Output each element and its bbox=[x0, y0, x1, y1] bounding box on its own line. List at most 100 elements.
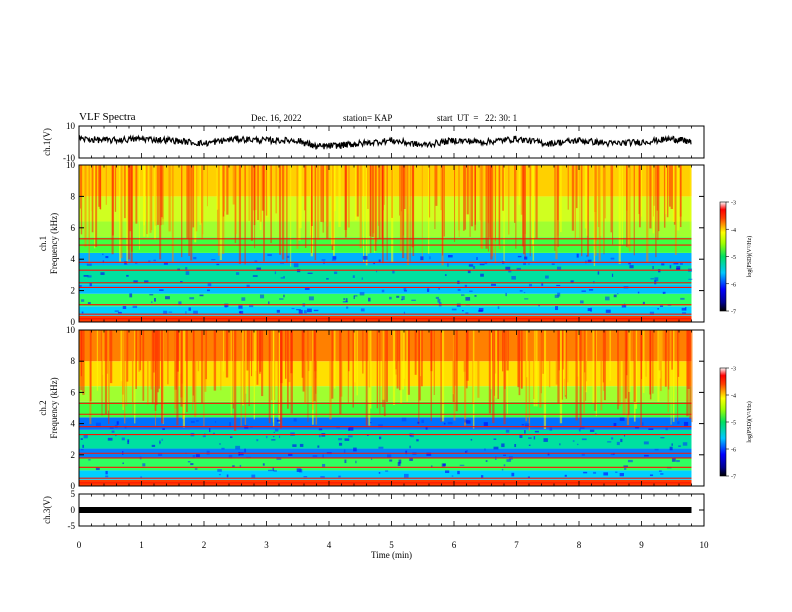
ch2-speckle-dot bbox=[378, 424, 383, 428]
ch2-streak bbox=[329, 330, 332, 420]
ch2-streak bbox=[628, 330, 631, 392]
ch1-speckle-dot bbox=[396, 295, 400, 298]
ch1-speckle-dot bbox=[185, 267, 188, 270]
ch1-streak bbox=[286, 165, 288, 263]
ch1-speckle-dot bbox=[629, 265, 634, 269]
ch2-speckle-dot bbox=[623, 465, 628, 468]
ch1-speckle-dot bbox=[87, 275, 92, 278]
ch2-streak bbox=[167, 330, 169, 385]
ch1-speckle-dot bbox=[613, 294, 617, 298]
ch2-speckle-dot bbox=[107, 437, 113, 441]
ch1-speckle-dot bbox=[444, 274, 447, 276]
ch1-speckle-dot bbox=[81, 299, 85, 302]
ch2-streak bbox=[452, 330, 454, 395]
ch2-speckle-dot bbox=[192, 455, 196, 458]
ch1-speckle-dot bbox=[256, 267, 262, 271]
ch1-streak bbox=[263, 165, 265, 262]
ch2-streak bbox=[268, 330, 271, 424]
ch2-speckle-dot bbox=[221, 447, 225, 450]
ch1-speckle-dot bbox=[617, 293, 619, 295]
ch2-streak bbox=[659, 330, 661, 379]
ch2-speckle-dot bbox=[344, 438, 350, 441]
ch1-streak bbox=[474, 165, 477, 225]
ch2-streak bbox=[307, 330, 310, 372]
ch1-speckle-dot bbox=[605, 309, 611, 313]
ch1-speckle-dot bbox=[378, 259, 381, 263]
ch2-streak bbox=[594, 330, 597, 411]
ch2-speckle-dot bbox=[271, 439, 276, 441]
ch1-streak bbox=[427, 165, 430, 254]
ch1-speckle-dot bbox=[304, 287, 310, 290]
ch1-streak bbox=[638, 165, 641, 228]
ch2-speckle-dot bbox=[643, 441, 649, 445]
ch2-speckle-dot bbox=[105, 470, 108, 475]
ch2-speckle-dot bbox=[95, 467, 100, 471]
ch2-speckle-dot bbox=[355, 460, 357, 464]
ch2-speckle-dot bbox=[273, 431, 275, 433]
ch2-speckle-dot bbox=[312, 455, 318, 458]
ch1-streak bbox=[515, 165, 517, 249]
ch1-speckle-dot bbox=[280, 262, 285, 264]
ch1-streak bbox=[557, 165, 559, 247]
ch1-streak bbox=[275, 165, 278, 214]
ch2-streak bbox=[333, 330, 336, 389]
ch2-streak bbox=[174, 330, 176, 409]
ch1-speckle-dot bbox=[149, 294, 154, 296]
ch1-streak bbox=[679, 165, 682, 228]
ch1-streak bbox=[621, 165, 623, 245]
ch2-streak bbox=[441, 330, 445, 422]
ch1-streak bbox=[80, 165, 83, 235]
ch2-streak bbox=[123, 330, 126, 424]
ch1-speckle-dot bbox=[368, 297, 371, 302]
ch2-streak bbox=[339, 330, 342, 415]
ch2-streak bbox=[565, 330, 567, 396]
ch2-streak bbox=[109, 330, 113, 384]
ch2-speckle-dot bbox=[190, 420, 195, 423]
ch1-streak bbox=[518, 165, 521, 205]
ch1-speckle-dot bbox=[545, 275, 549, 279]
ch1-streak bbox=[314, 165, 317, 261]
ch1-speckle-dot bbox=[303, 310, 307, 314]
ch2-speckle-dot bbox=[581, 453, 585, 456]
ch1-speckle-dot bbox=[207, 283, 212, 287]
ch2-streak bbox=[477, 330, 480, 398]
ch2-colorbar-tick-label: -7 bbox=[731, 475, 736, 481]
ch2-speckle-dot bbox=[595, 432, 597, 435]
ch2-speckle-dot bbox=[443, 422, 446, 425]
ch2-speckle-dot bbox=[151, 444, 156, 447]
ch1-speckle-dot bbox=[102, 260, 104, 263]
ch1-streak bbox=[201, 165, 204, 240]
ch2-streak bbox=[642, 330, 645, 393]
ch1-streak bbox=[656, 165, 659, 211]
ch2-streak bbox=[420, 330, 422, 377]
ch1-spec-ytick-label: 2 bbox=[71, 286, 76, 296]
ch1-streak bbox=[581, 165, 583, 257]
ch1-streak bbox=[304, 165, 306, 211]
ch2-spec-ytick-label: 0 bbox=[71, 481, 76, 491]
ch2-speckle-dot bbox=[219, 443, 221, 445]
ch2-speckle-dot bbox=[648, 428, 654, 431]
ch2-speckle-dot bbox=[232, 465, 235, 468]
ch1-speckle-dot bbox=[185, 311, 187, 315]
ch2-speckle-dot bbox=[371, 458, 373, 461]
ch2-streak bbox=[230, 330, 232, 416]
ch1-streak bbox=[126, 165, 128, 265]
ch1-streak bbox=[261, 165, 265, 211]
ch2-speckle-dot bbox=[278, 435, 281, 438]
ch2-speckle-dot bbox=[447, 421, 453, 425]
ch2-speckle-dot bbox=[403, 473, 409, 478]
ch1-streak bbox=[454, 165, 456, 242]
ch2-speckle-dot bbox=[671, 443, 673, 446]
ch2-streak bbox=[488, 330, 492, 414]
ch1-streak bbox=[412, 165, 415, 257]
ch2-speckle-dot bbox=[322, 463, 326, 468]
ch1-streak bbox=[128, 165, 131, 260]
ch2-speckle-dot bbox=[572, 440, 575, 442]
ch1-streak bbox=[98, 165, 101, 207]
ch2-speckle-dot bbox=[503, 464, 506, 467]
ch1-speckle-dot bbox=[480, 273, 484, 277]
ch1-band-4 bbox=[79, 265, 692, 285]
ch2-streak bbox=[518, 330, 521, 396]
ch2-speckle-dot bbox=[298, 469, 303, 473]
ch2-speckle-dot bbox=[353, 447, 357, 452]
